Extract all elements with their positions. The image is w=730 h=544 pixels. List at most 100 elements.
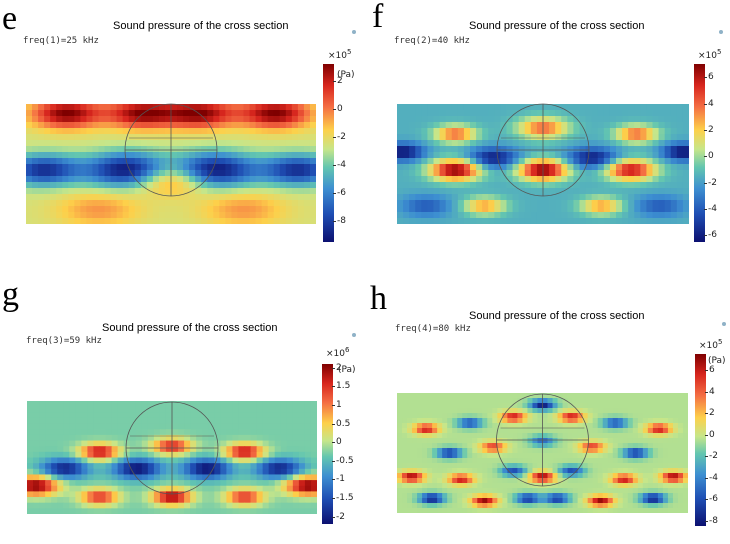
heatmap-cell [597, 158, 605, 165]
heatmap-cell [632, 483, 639, 489]
heatmap-cell [579, 110, 587, 117]
heatmap-cell [309, 194, 316, 201]
heatmap-cell [549, 104, 556, 111]
frequency-label: freq(1)=25 kHz [23, 36, 99, 46]
heatmap-cell [592, 418, 599, 424]
heatmap-cell [552, 428, 559, 434]
heatmap-cell [447, 503, 453, 509]
heatmap-cell [75, 406, 82, 413]
heatmap-cell [421, 134, 429, 141]
heatmap-cell [439, 182, 447, 189]
heatmap-cell [561, 134, 568, 141]
heatmap-cell [152, 158, 160, 165]
heatmap-cell [397, 110, 404, 117]
heatmap-cell [557, 488, 564, 494]
heatmap-cell [397, 468, 403, 474]
heatmap-cell [536, 188, 544, 195]
heatmap-cell [522, 398, 529, 404]
heatmap-cell [637, 483, 644, 489]
heatmap-cell [146, 206, 154, 213]
heatmap-cell [457, 478, 463, 484]
heatmap-cell [152, 218, 160, 224]
heatmap-cell [682, 146, 689, 153]
heatmap-cell [507, 413, 513, 419]
heatmap-cell [123, 502, 131, 509]
heatmap-cell [249, 182, 257, 189]
heatmap-cell [577, 443, 584, 449]
heatmap-cell [597, 498, 604, 504]
heatmap-cell [452, 488, 458, 494]
chart-title: Sound pressure of the cross section [469, 20, 645, 32]
heatmap-cell [402, 488, 408, 494]
heatmap-cell [63, 497, 70, 504]
heatmap-cell [220, 508, 227, 514]
heatmap-cell [467, 493, 473, 499]
heatmap-cell [50, 158, 57, 165]
heatmap-cell [403, 128, 410, 135]
heatmap-cell [225, 146, 233, 153]
heatmap-cell [407, 508, 413, 513]
heatmap-cell [677, 473, 684, 479]
heatmap-cell [527, 448, 534, 454]
heatmap-cell [26, 164, 33, 171]
heatmap-cell [439, 110, 447, 117]
heatmap-cell [472, 443, 478, 449]
heatmap-cell [457, 134, 465, 141]
heatmap-cell [445, 182, 453, 189]
heatmap-cell [123, 406, 131, 413]
heatmap-cell [51, 485, 58, 492]
heatmap-cell [225, 194, 233, 201]
heatmap-cell [141, 480, 149, 487]
heatmap-cell [676, 128, 684, 135]
heatmap-cell [415, 164, 422, 171]
heatmap-cell [128, 182, 136, 189]
heatmap-cell [457, 433, 463, 439]
heatmap-cell [502, 418, 508, 424]
heatmap-cell [664, 218, 672, 224]
heatmap-cell [437, 453, 443, 459]
heatmap-cell [92, 182, 100, 189]
heatmap-cell [616, 176, 623, 183]
heatmap-cell [543, 218, 550, 224]
heatmap-cell [530, 134, 538, 141]
heatmap-cell [274, 463, 282, 470]
colorbar-tick-label: 0 [336, 437, 342, 448]
heatmap-cell [135, 508, 143, 514]
heatmap-cell [547, 498, 554, 504]
colorbar-tick-mark [704, 182, 707, 184]
heatmap-cell [572, 498, 579, 504]
heatmap-cell [74, 188, 81, 195]
heatmap-cell [280, 491, 288, 498]
heatmap-cell [56, 194, 63, 201]
heatmap-cell [457, 418, 463, 424]
heatmap-cell [232, 446, 240, 453]
heatmap-cell [422, 428, 428, 434]
heatmap-cell [177, 110, 184, 117]
heatmap-cell [664, 170, 672, 177]
heatmap-cell [585, 212, 593, 219]
heatmap-cell [403, 200, 410, 207]
heatmap-cell [647, 418, 654, 424]
heatmap-cell [261, 128, 269, 135]
heatmap-cell [268, 485, 276, 492]
heatmap-cell [642, 433, 649, 439]
heatmap-cell [682, 478, 688, 484]
heatmap-cell [457, 152, 465, 159]
heatmap-cell [537, 458, 544, 464]
heatmap-cell [572, 443, 579, 449]
heatmap-cell [268, 440, 276, 447]
heatmap-cell [517, 433, 524, 439]
heatmap-cell [158, 134, 166, 141]
heatmap-cell [304, 463, 312, 470]
heatmap-cell [44, 128, 51, 135]
heatmap-cell [171, 164, 178, 171]
heatmap-cell [437, 398, 443, 404]
heatmap-cell [152, 134, 160, 141]
heatmap-cell [286, 412, 294, 419]
heatmap-cell [407, 503, 413, 509]
heatmap-cell [268, 474, 276, 481]
heatmap-cell [57, 412, 64, 419]
heatmap-cell [573, 218, 581, 224]
heatmap-cell [98, 146, 106, 153]
heatmap-cell [467, 468, 473, 474]
